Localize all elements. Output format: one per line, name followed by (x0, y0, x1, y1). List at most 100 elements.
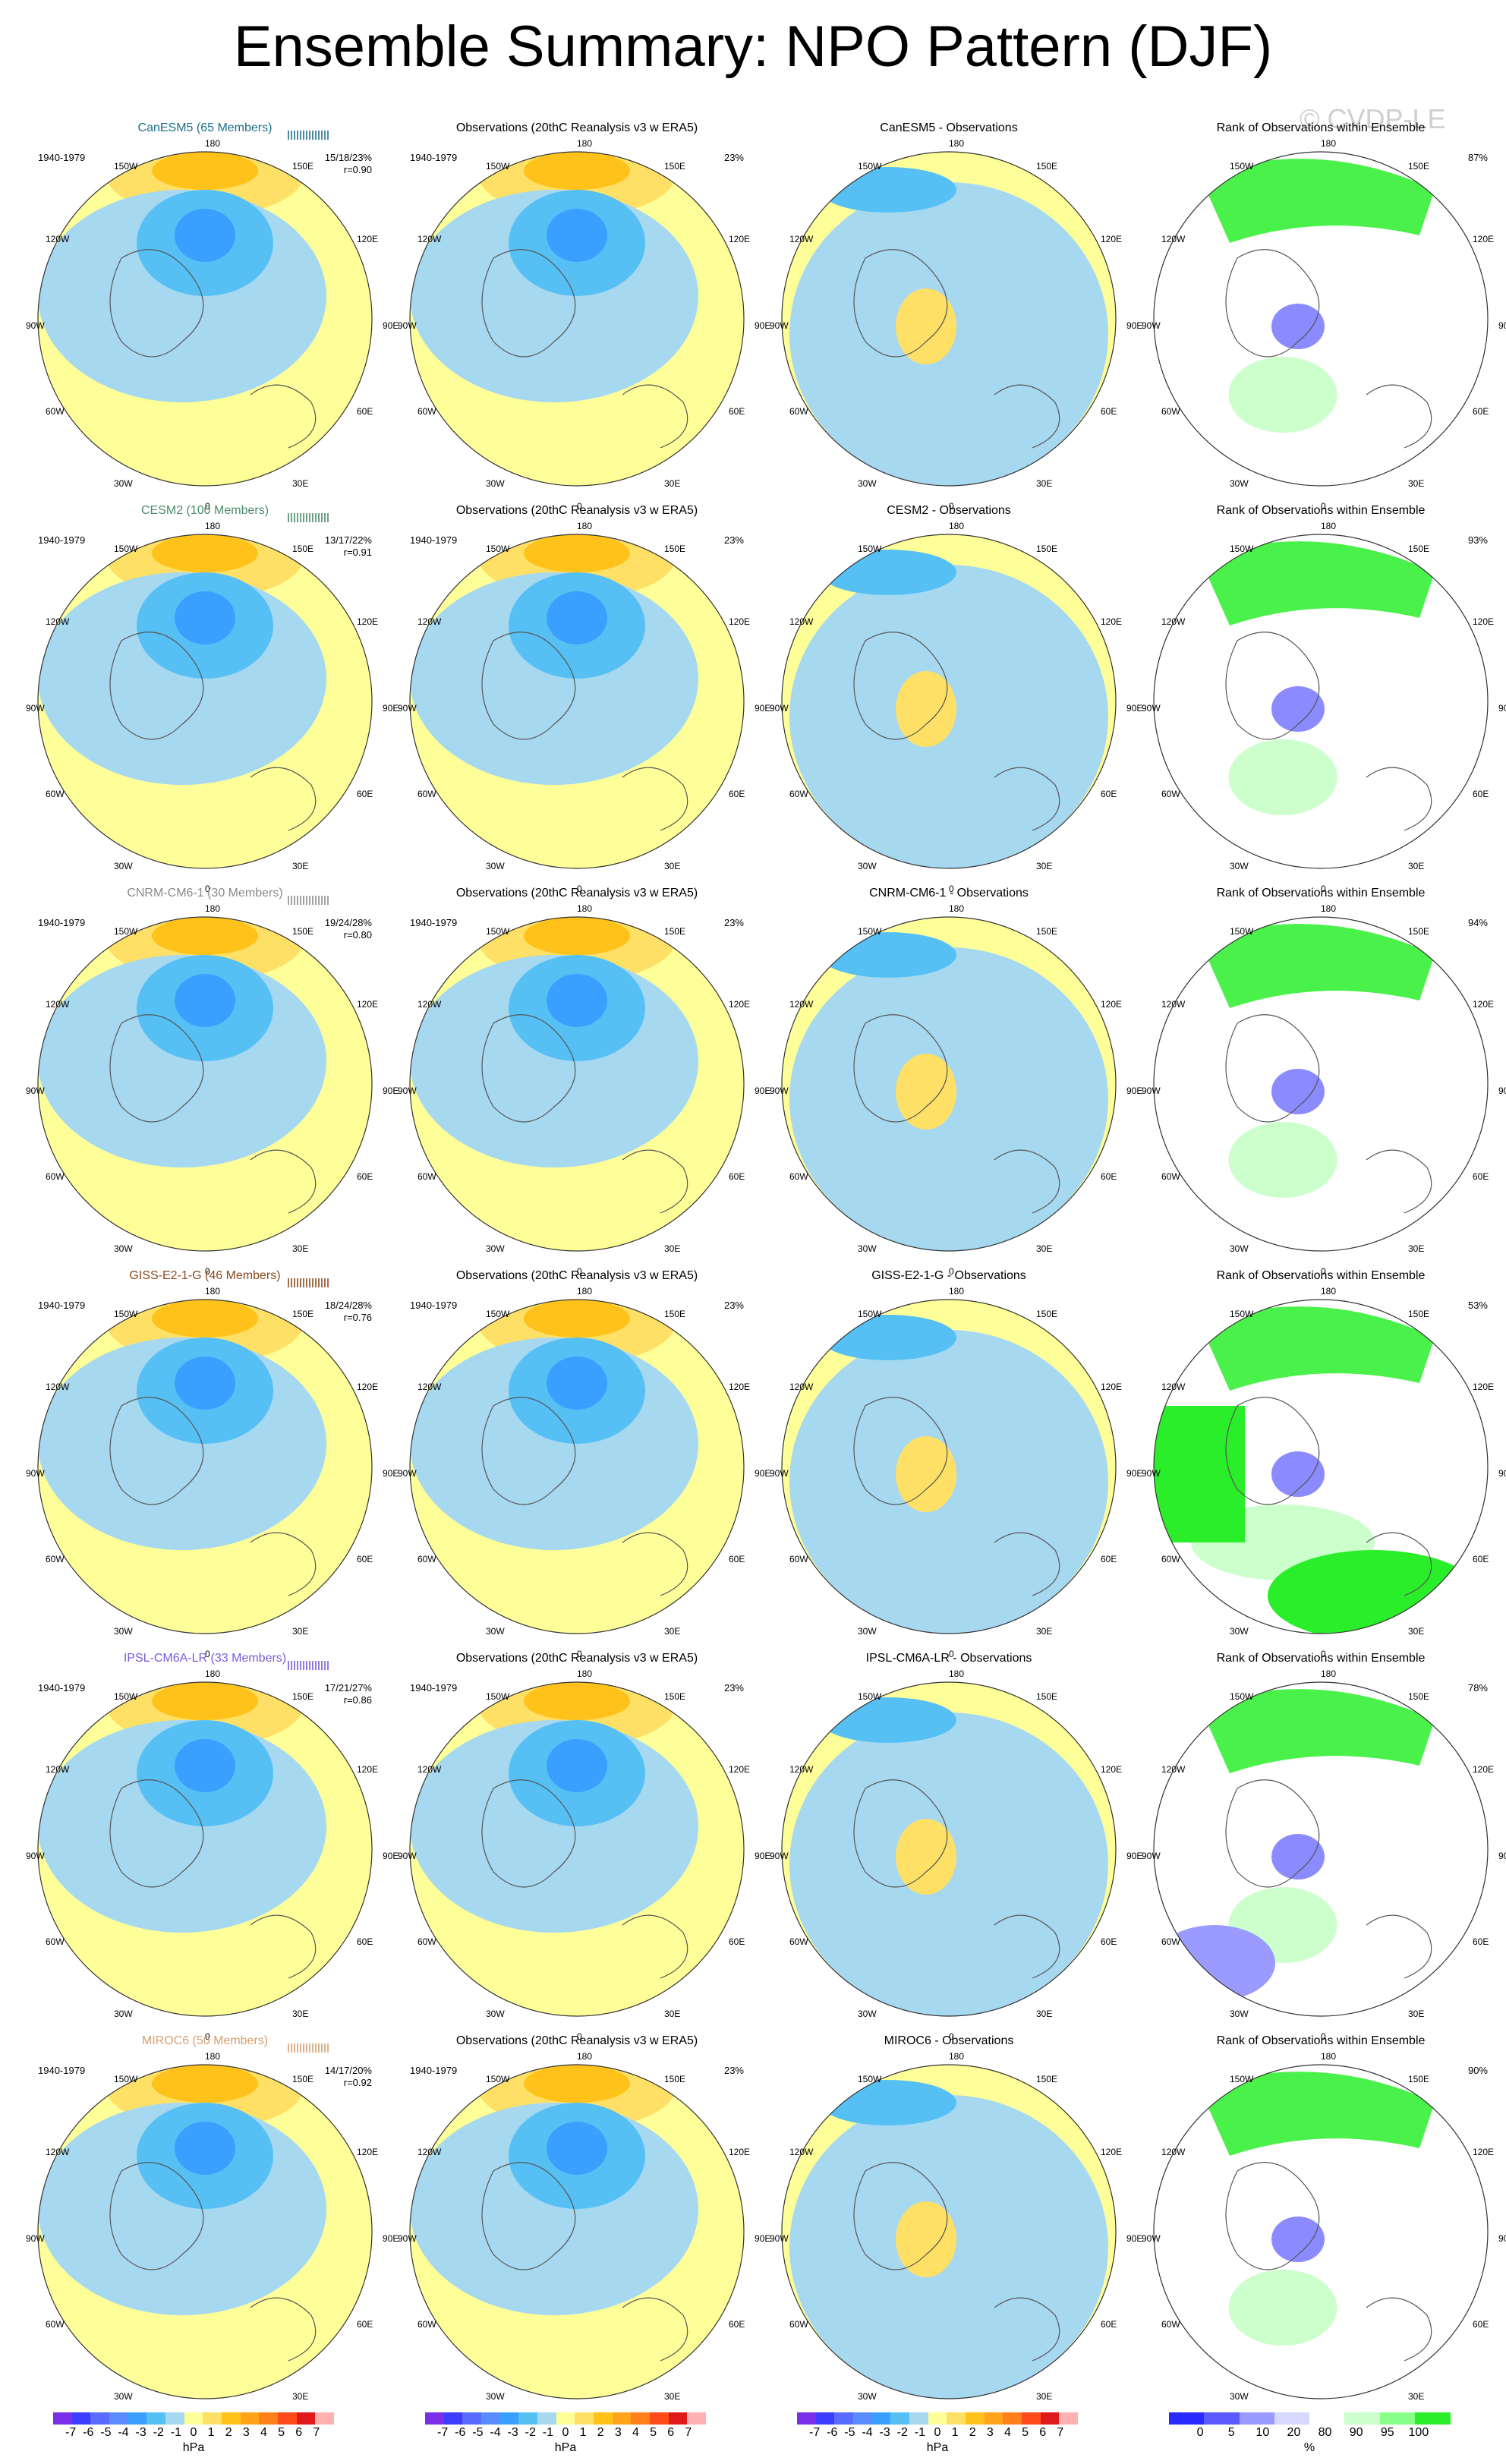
colorbar-tick-label: -6 (455, 2426, 466, 2439)
longitude-label: 150W (114, 1691, 138, 1702)
polar-map (781, 534, 1117, 869)
coastline (1366, 1532, 1432, 1596)
rank-low-region (1271, 2217, 1325, 2262)
coastline (481, 2162, 576, 2270)
rank-high-region (1199, 924, 1435, 1008)
coastline (481, 1397, 576, 1505)
rank-low-region (1271, 304, 1325, 349)
longitude-label: 30E (292, 478, 309, 489)
longitude-label: 30W (486, 1243, 505, 1254)
colorbar-swatch (109, 2412, 129, 2425)
panel-title: GISS-E2-1-G (46 Members) (129, 1269, 281, 1282)
colorbar-swatch (871, 2412, 891, 2425)
period-label: 1940-1979 (410, 1682, 458, 1694)
longitude-label: 90E (755, 1851, 771, 1861)
polar-map (37, 534, 373, 869)
longitude-label: 120E (1473, 234, 1495, 244)
longitude-label: 30W (1230, 1626, 1249, 1637)
colorbar-tick-label: -5 (472, 2426, 484, 2439)
polar-map (1153, 534, 1489, 869)
longitude-label: 90E (1126, 320, 1143, 331)
longitude-label: 90W (26, 1851, 45, 1861)
longitude-label: 60E (357, 1936, 373, 1947)
longitude-label: 180 (205, 1668, 221, 1679)
longitude-label: 90W (770, 1468, 789, 1479)
longitude-label: 60W (789, 406, 808, 417)
longitude-label: 90W (398, 1851, 417, 1861)
explained-variance-obs-label: 23% (723, 2065, 744, 2076)
field-strong-negative (547, 2122, 607, 2175)
longitude-label: 60E (729, 2319, 745, 2330)
longitude-label: 120W (1161, 1382, 1186, 1392)
polar-map (1153, 1299, 1489, 1634)
colorbar-tick-label: 7 (1057, 2426, 1064, 2439)
colorbar-tick-label: -1 (170, 2426, 181, 2439)
longitude-label: 120E (1101, 616, 1123, 627)
panel-miroc6-rank: Rank of Observations within Ensemble 90% 1… (1139, 2034, 1506, 2425)
longitude-label: 0 (205, 1649, 210, 1659)
longitude-label: 0 (205, 2031, 210, 2042)
longitude-label: 180 (205, 138, 221, 149)
panel-ipsl-cm6a-lr-obs: Observations (20thC Reanalysis v3 w ERA5… (395, 1652, 770, 2042)
field-strong-negative (547, 1739, 607, 1792)
colorbar-swatch (1169, 2412, 1205, 2425)
coastline (481, 1779, 576, 1888)
rank-medium-region (1228, 357, 1337, 433)
longitude-label: 150W (858, 161, 882, 172)
longitude-label: 180 (949, 1668, 965, 1679)
coastline (853, 1779, 948, 1888)
colorbar-tick-label: 80 (1318, 2426, 1332, 2439)
member-spread-glyph (288, 2043, 329, 2053)
panel-title: CESM2 (100 Members) (140, 504, 269, 517)
longitude-label: 90W (770, 1851, 789, 1861)
map-boundary (781, 534, 1117, 869)
colorbar-swatch (222, 2412, 241, 2425)
longitude-label: 120W (46, 1382, 70, 1392)
field-strong-negative (820, 2080, 956, 2125)
longitude-label: 30W (114, 1626, 133, 1637)
pattern-correlation-label: r=0.91 (343, 547, 372, 558)
rank-medium-region (1228, 2270, 1337, 2346)
longitude-label: 120W (789, 234, 814, 244)
panel-title: Rank of Observations within Ensemble (1216, 121, 1426, 134)
panel-miroc6-obs: Observations (20thC Reanalysis v3 w ERA5… (395, 2034, 770, 2425)
longitude-label: 90W (1142, 320, 1161, 331)
colorbar-hpa-obs: -7 -6 -5 -4 -3 -2 -1 0 1 2 3 4 5 6 7 hPa (425, 2412, 707, 2458)
longitude-label: 120E (729, 234, 751, 244)
period-label: 1940-1979 (410, 1300, 458, 1311)
panel-title: MIROC6 - Observations (884, 2034, 1014, 2047)
polar-map (409, 1681, 745, 2017)
panel-title: CESM2 - Observations (887, 504, 1011, 517)
colorbar-swatch (909, 2412, 929, 2425)
colorbar-swatch (90, 2412, 110, 2425)
polar-map (37, 1299, 373, 1634)
panel-title: MIROC6 (50 Members) (141, 2034, 269, 2047)
longitude-label: 60E (729, 789, 745, 799)
colorbar-swatch (128, 2412, 147, 2425)
longitude-label: 30E (1408, 2009, 1425, 2019)
rank-percent-label: 53% (1467, 1300, 1488, 1311)
rank-high-region-south (1268, 1550, 1480, 1634)
longitude-label: 30W (1230, 2391, 1249, 2402)
longitude-label: 150E (1408, 544, 1430, 554)
longitude-label: 180 (1321, 521, 1337, 531)
longitude-label: 180 (577, 521, 593, 531)
longitude-label: 90E (755, 320, 771, 331)
coastline (481, 632, 576, 740)
map-boundary (781, 916, 1117, 1252)
colorbar-tick-label: 6 (295, 2426, 303, 2439)
polar-map (409, 1299, 745, 1634)
panel-giss-e2-1-g-diff: GISS-E2-1-G - Observations 180 150E 120E 90E… (767, 1269, 1142, 1659)
field-strong-negative (547, 974, 607, 1027)
longitude-label: 0 (205, 501, 210, 512)
colorbar-swatch (631, 2412, 651, 2425)
field-strong-positive (152, 917, 258, 955)
panel-canesm5-model: CanESM5 (65 Members) 1940-1979 15/18/23% r=… (23, 121, 399, 512)
longitude-label: 150E (664, 1691, 686, 1702)
longitude-label: 90E (1498, 2233, 1506, 2244)
map-boundary (1153, 151, 1489, 487)
panel-cesm2-obs: Observations (20thC Reanalysis v3 w ERA5… (395, 504, 770, 894)
longitude-label: 150E (292, 2074, 314, 2084)
longitude-label: 0 (577, 2031, 582, 2042)
coastline (109, 632, 204, 740)
